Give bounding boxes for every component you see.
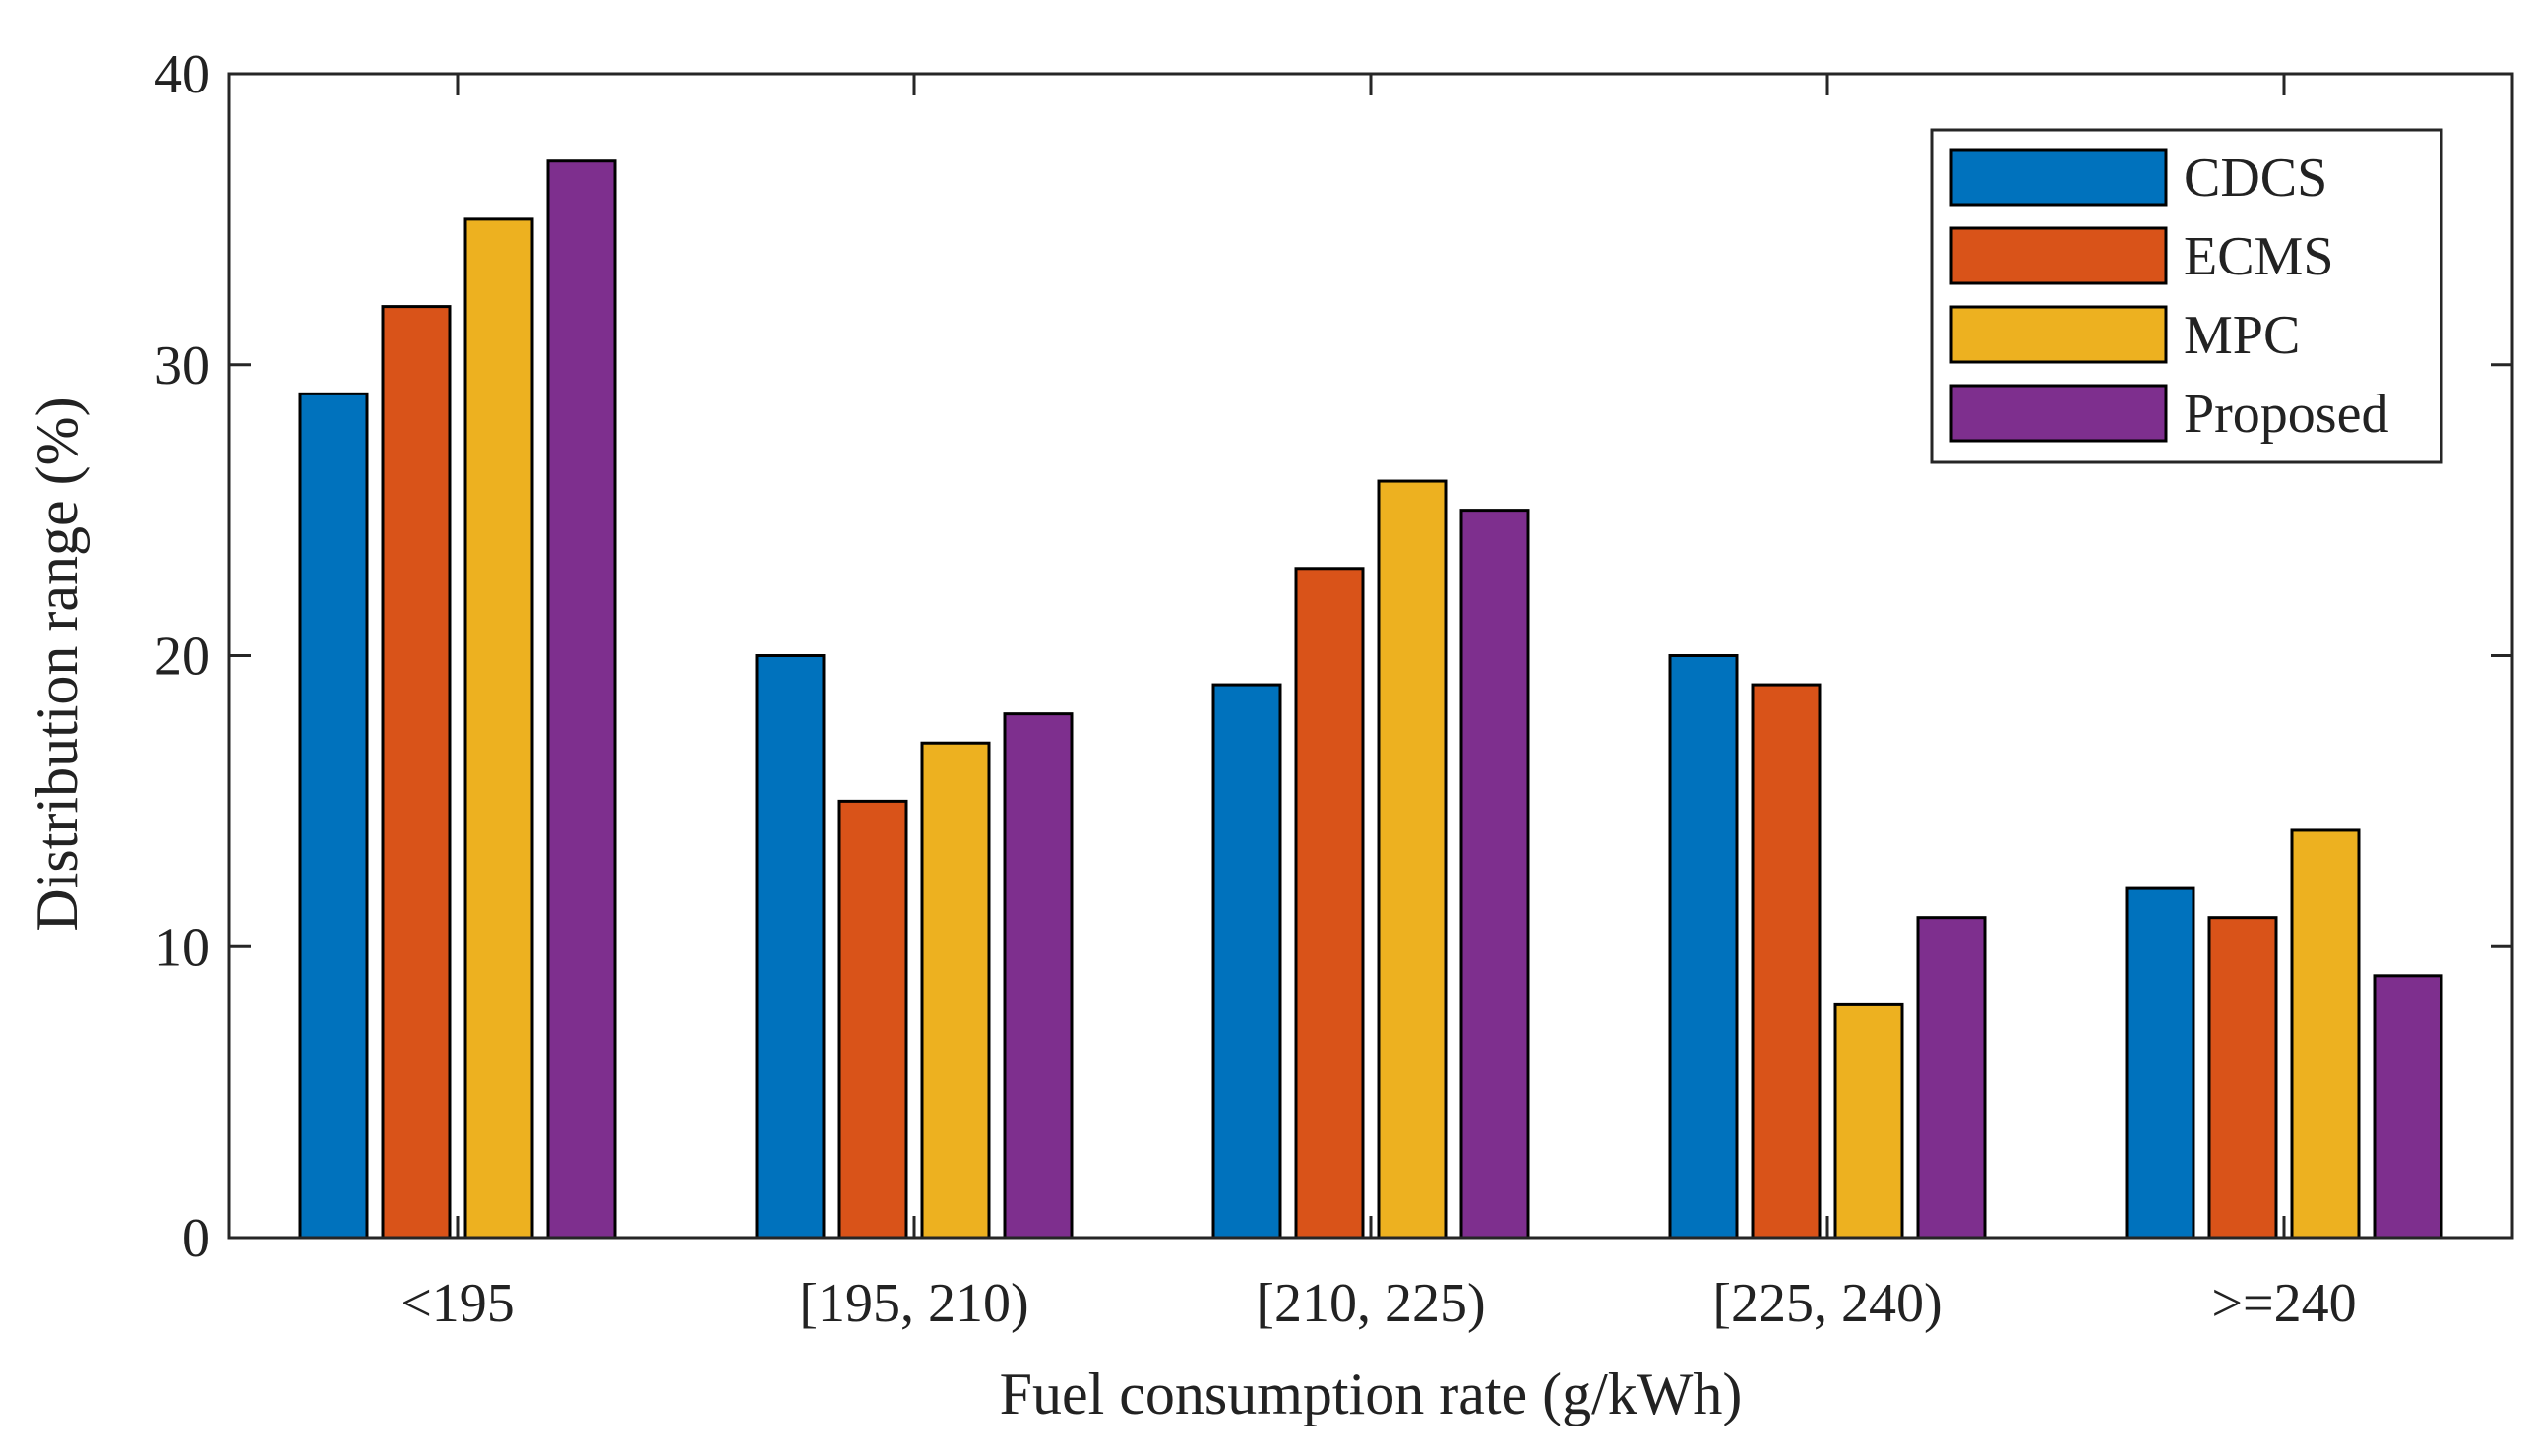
- y-tick-label: 0: [182, 1208, 210, 1269]
- bar-mpc-3: [1833, 1002, 1904, 1240]
- bar-mpc-2: [1377, 479, 1448, 1240]
- bar-proposed-0: [546, 159, 617, 1240]
- legend-swatch-proposed: [1949, 384, 2168, 443]
- bar-proposed-3: [1916, 916, 1987, 1240]
- bar-ecms-3: [1751, 683, 1822, 1240]
- legend-label-ecms: ECMS: [2184, 226, 2334, 287]
- y-tick-label: 20: [154, 627, 210, 688]
- legend-swatch-mpc: [1949, 305, 2168, 364]
- bar-mpc-0: [463, 217, 534, 1240]
- legend-swatch-cdcs: [1949, 148, 2168, 207]
- x-tick-label: [225, 240): [1712, 1273, 1942, 1334]
- legend-label-proposed: Proposed: [2184, 384, 2388, 445]
- bar-ecms-2: [1294, 567, 1365, 1240]
- legend-label-mpc: MPC: [2184, 305, 2300, 366]
- x-tick-label: >=240: [2211, 1273, 2356, 1334]
- x-tick-label: [210, 225): [1256, 1273, 1485, 1334]
- legend: CDCS ECMS MPC Proposed: [1930, 128, 2443, 464]
- bar-proposed-2: [1459, 509, 1530, 1240]
- x-tick-label: [195, 210): [799, 1273, 1028, 1334]
- bar-proposed-1: [1003, 712, 1074, 1240]
- bar-ecms-4: [2207, 916, 2278, 1240]
- bar-cdcs-0: [298, 392, 369, 1240]
- bar-proposed-4: [2373, 974, 2443, 1240]
- axes-layer: <195 [195, 210) [210, 225) [225, 240) >=240 0…: [154, 44, 2514, 1334]
- x-tick-label: <195: [401, 1273, 515, 1334]
- y-tick-label: 30: [154, 335, 210, 396]
- legend-label-cdcs: CDCS: [2184, 148, 2327, 209]
- bar-cdcs-2: [1211, 683, 1282, 1240]
- bar-mpc-4: [2290, 828, 2361, 1240]
- bar-cdcs-3: [1668, 654, 1739, 1240]
- x-axis-title: Fuel consumption rate (g/kWh): [1000, 1362, 1743, 1426]
- bar-ecms-1: [837, 799, 908, 1240]
- bar-mpc-1: [920, 741, 991, 1240]
- bar-ecms-0: [381, 305, 452, 1240]
- legend-swatch-ecms: [1949, 226, 2168, 285]
- bars-layer: [298, 159, 2443, 1240]
- y-tick-label: 10: [154, 917, 210, 978]
- bar-cdcs-4: [2125, 886, 2195, 1240]
- axes-box: [227, 72, 2514, 1240]
- bar-cdcs-1: [755, 654, 826, 1240]
- y-axis-title: Distribution range (%): [25, 396, 90, 931]
- y-tick-label: 40: [154, 44, 210, 105]
